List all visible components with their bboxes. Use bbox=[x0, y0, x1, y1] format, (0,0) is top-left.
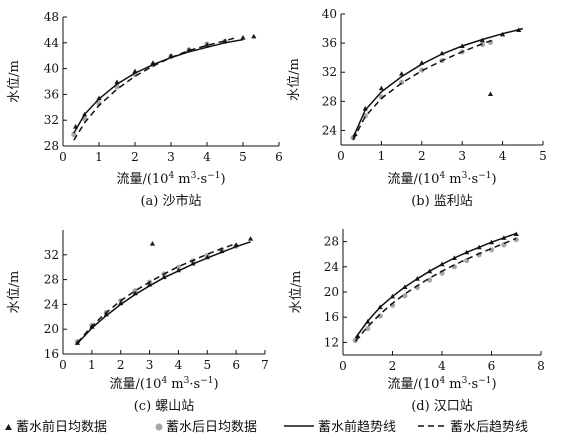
x-tick-label: 2 bbox=[117, 358, 125, 372]
panel-caption: (c) 螺山站 bbox=[134, 399, 195, 414]
after-data-point bbox=[402, 293, 408, 299]
y-tick-label: 28 bbox=[324, 235, 339, 249]
x-tick-label: 5 bbox=[203, 358, 211, 372]
x-tick-label: 0 bbox=[59, 150, 67, 164]
triangle-marker-icon bbox=[5, 424, 12, 430]
x-tick-label: 2 bbox=[389, 359, 397, 373]
x-tick-label: 3 bbox=[458, 149, 466, 163]
x-tick-label: 6 bbox=[232, 358, 240, 372]
y-tick-label: 32 bbox=[44, 248, 59, 262]
x-tick-label: 2 bbox=[418, 149, 426, 163]
legend-label-after-data: 蓄水后日均数据 bbox=[166, 420, 257, 435]
x-tick-label: 3 bbox=[146, 358, 154, 372]
after-trend-line bbox=[76, 242, 237, 344]
chart-panel-1: 0 1 2 3 4 5 6 28 32 36 40 44 48 流量/(104 m3·s−1) 水位/m (a… bbox=[7, 10, 283, 209]
legend-item-before-data: 蓄水前日均数据 bbox=[5, 419, 107, 435]
x-tick-label: 1 bbox=[88, 358, 96, 372]
x-tick-label: 0 bbox=[59, 358, 67, 372]
before-trend-line bbox=[73, 38, 244, 134]
legend: 蓄水前日均数据 蓄水后日均数据 蓄水前趋势线 蓄水后趋势线 bbox=[5, 419, 528, 435]
y-tick-label: 16 bbox=[324, 310, 339, 324]
x-tick-label: 2 bbox=[131, 150, 139, 164]
y-tick-label: 20 bbox=[44, 322, 59, 336]
x-tick-label: 4 bbox=[438, 359, 446, 373]
legend-item-before-trend: 蓄水前趋势线 bbox=[284, 419, 396, 435]
x-tick-label: 6 bbox=[488, 359, 496, 373]
y-tick-label: 32 bbox=[44, 113, 59, 127]
x-tick-label: 1 bbox=[378, 149, 386, 163]
x-tick-label: 7 bbox=[261, 358, 269, 372]
x-tick-label: 4 bbox=[175, 358, 183, 372]
y-tick-label: 40 bbox=[44, 62, 59, 76]
y-axis-label: 水位/m bbox=[289, 271, 304, 314]
x-tick-label: 5 bbox=[539, 149, 547, 163]
before-data-point bbox=[487, 91, 494, 97]
before-trend-line bbox=[352, 27, 523, 139]
y-tick-label: 28 bbox=[322, 94, 337, 108]
y-tick-label: 28 bbox=[44, 273, 59, 287]
x-tick-label: 0 bbox=[337, 149, 345, 163]
y-axis-label: 水位/m bbox=[7, 271, 22, 314]
y-tick-label: 32 bbox=[322, 65, 337, 79]
y-tick-label: 36 bbox=[44, 87, 59, 101]
y-tick-label: 48 bbox=[44, 10, 59, 24]
y-tick-label: 20 bbox=[324, 285, 339, 299]
after-trend-line bbox=[73, 36, 237, 141]
after-data-point bbox=[175, 264, 182, 270]
y-tick-label: 24 bbox=[322, 123, 338, 137]
y-tick-label: 24 bbox=[44, 297, 60, 311]
y-tick-label: 44 bbox=[44, 36, 60, 50]
panel-caption: (a) 沙市站 bbox=[140, 193, 201, 209]
y-tick-label: 16 bbox=[44, 347, 59, 361]
before-trend-line bbox=[354, 232, 517, 339]
after-data-point bbox=[419, 67, 425, 73]
y-tick-label: 24 bbox=[324, 260, 340, 274]
x-tick-label: 4 bbox=[499, 149, 507, 163]
after-trend-line bbox=[352, 38, 495, 141]
before-data-point bbox=[204, 42, 210, 47]
x-tick-label: 5 bbox=[239, 150, 247, 164]
x-axis-label: 流量/(104 m3·s−1) bbox=[387, 171, 496, 187]
x-tick-label: 3 bbox=[167, 150, 175, 164]
x-axis-label: 流量/(104 m3·s−1) bbox=[109, 376, 218, 392]
legend-label-before-data: 蓄水前日均数据 bbox=[16, 419, 107, 435]
legend-item-after-data: 蓄水后日均数据 bbox=[155, 420, 257, 435]
x-tick-label: 1 bbox=[95, 150, 103, 164]
legend-item-after-trend: 蓄水后趋势线 bbox=[418, 419, 528, 435]
before-data-point bbox=[247, 236, 254, 241]
before-data-point bbox=[251, 33, 257, 39]
legend-label-after-trend: 蓄水后趋势线 bbox=[450, 419, 528, 435]
before-data-point bbox=[399, 71, 405, 76]
before-data-point bbox=[240, 35, 246, 40]
x-tick-label: 8 bbox=[537, 359, 545, 373]
x-tick-label: 6 bbox=[275, 150, 283, 164]
y-tick-label: 12 bbox=[324, 335, 339, 349]
y-tick-label: 36 bbox=[322, 36, 337, 50]
circle-marker-icon bbox=[155, 423, 163, 431]
y-tick-label: 28 bbox=[44, 139, 59, 153]
before-data-point bbox=[378, 85, 384, 91]
after-data-point bbox=[71, 131, 77, 137]
legend-label-before-trend: 蓄水前趋势线 bbox=[318, 419, 396, 435]
panel-caption: (d) 汉口站 bbox=[411, 399, 473, 414]
before-trend-line bbox=[76, 241, 251, 345]
after-data-point bbox=[365, 325, 371, 332]
x-axis-label: 流量/(104 m3·s−1) bbox=[387, 376, 496, 392]
chart-panel-2: 0 1 2 3 4 5 24 28 32 36 40 流量/(104 m3·s−1) 水位/m (b) 监… bbox=[287, 7, 547, 209]
chart-panel-3: 0 1 2 3 4 5 6 7 16 20 24 28 32 流量/(104 m3·s−1) 水位/m (c)… bbox=[7, 230, 269, 414]
panel-caption: (b) 监利站 bbox=[411, 194, 473, 209]
y-tick-label: 40 bbox=[322, 7, 337, 21]
before-data-point bbox=[149, 241, 156, 246]
y-axis-label: 水位/m bbox=[7, 60, 22, 103]
x-tick-label: 4 bbox=[203, 150, 211, 164]
after-trend-line bbox=[354, 237, 517, 342]
after-data-point bbox=[427, 277, 433, 283]
y-axis-label: 水位/m bbox=[287, 58, 302, 101]
x-tick-label: 0 bbox=[339, 359, 347, 373]
x-axis-label: 流量/(104 m3·s−1) bbox=[116, 171, 225, 187]
